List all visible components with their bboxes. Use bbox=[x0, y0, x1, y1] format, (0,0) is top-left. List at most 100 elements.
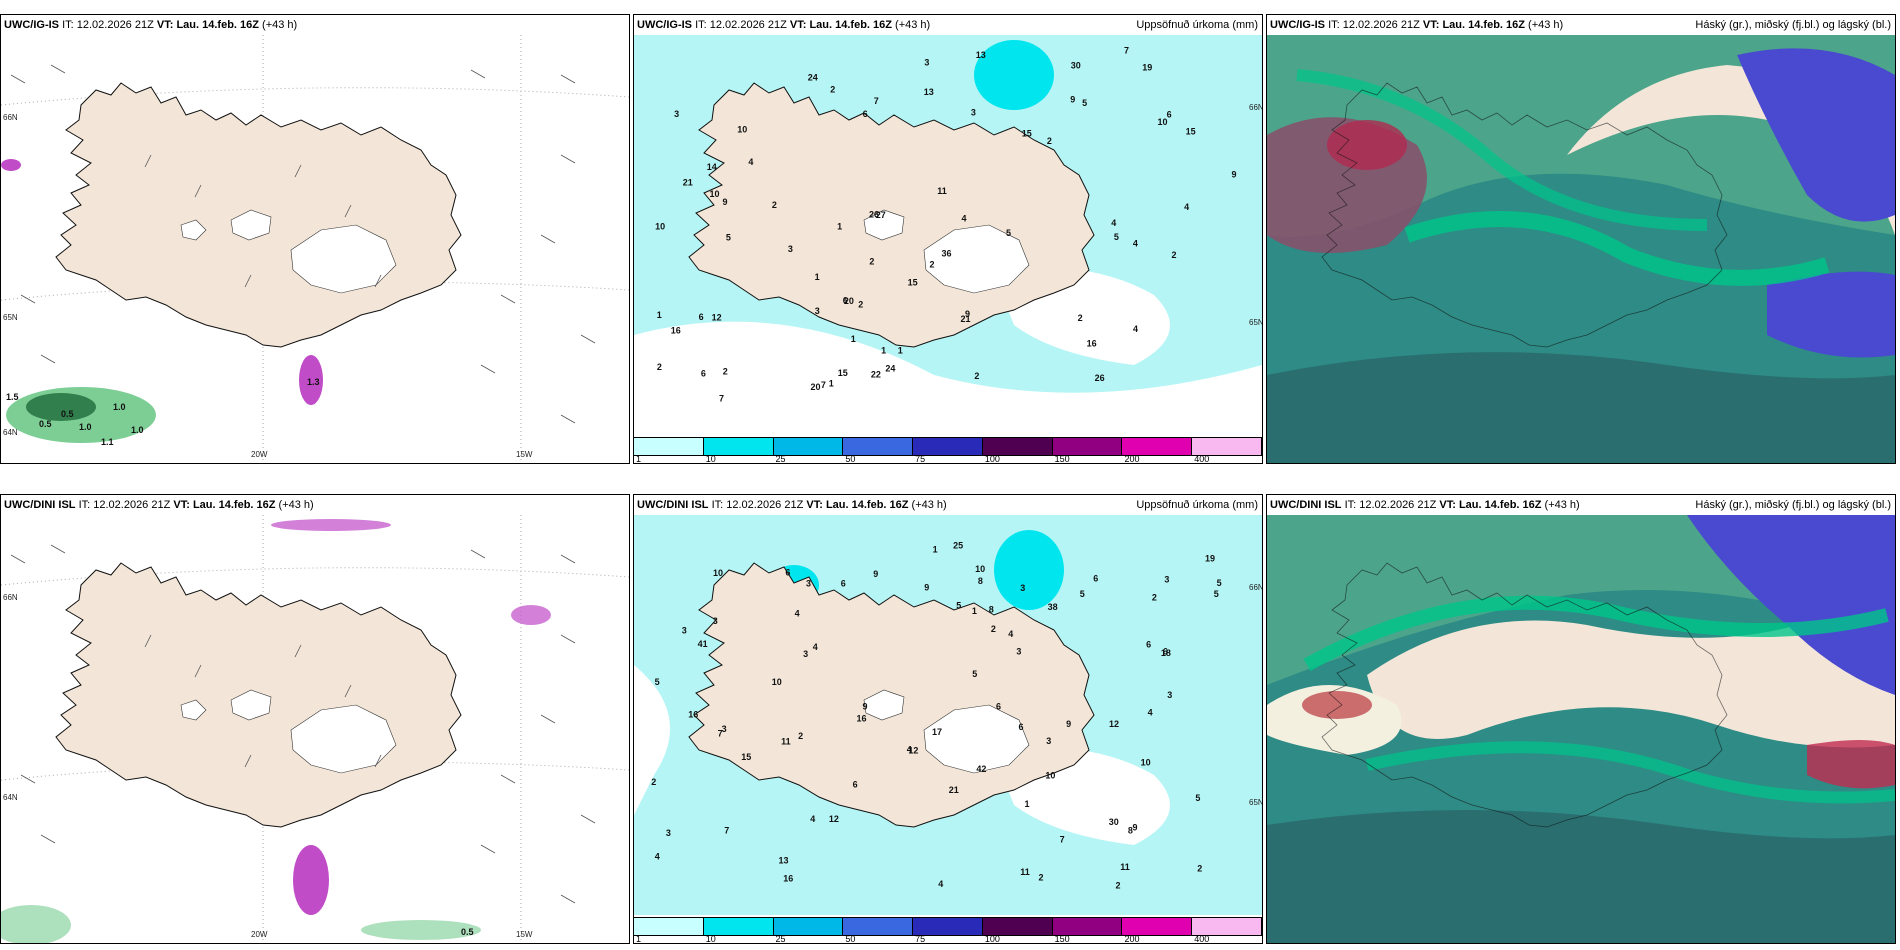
precip-value: 6 bbox=[1167, 110, 1172, 120]
wind-value: 1.0 bbox=[113, 402, 126, 412]
precip-value: 27 bbox=[876, 210, 886, 220]
vt-value: Lau. 14.feb. 16Z bbox=[176, 19, 259, 31]
precip-value: 16 bbox=[857, 714, 867, 724]
precip-value: 20 bbox=[844, 296, 854, 306]
precip-value: 14 bbox=[707, 162, 717, 172]
colorbar-swatch bbox=[703, 918, 774, 935]
precip-value: 4 bbox=[655, 851, 660, 861]
panel-wind-dini: UWC/DINI ISL IT: 12.02.2026 21Z VT: Lau.… bbox=[0, 494, 630, 944]
it-value: 12.02.2026 21Z bbox=[76, 19, 154, 31]
precip-value: 8 bbox=[1128, 826, 1133, 836]
precip-value: 5 bbox=[956, 601, 961, 611]
precip-value: 16 bbox=[783, 874, 793, 884]
colorbar-label: 75 bbox=[915, 934, 926, 944]
model-name: UWC/IG-IS bbox=[637, 19, 692, 31]
colorbar-swatch bbox=[634, 918, 704, 935]
precip-value: 2 bbox=[723, 367, 728, 377]
precip-value: 1 bbox=[898, 346, 903, 356]
precip-value: 5 bbox=[1114, 232, 1119, 242]
colorbar-label: 1 bbox=[636, 934, 642, 944]
precip-value: 20 bbox=[811, 382, 821, 392]
precip-value: 9 bbox=[723, 197, 728, 207]
wind-value: 1.3 bbox=[307, 377, 320, 387]
lead-time: (+43 h) bbox=[911, 499, 947, 511]
precip-value: 2 bbox=[930, 260, 935, 270]
panel-header: UWC/DINI ISL IT: 12.02.2026 21Z VT: Lau.… bbox=[1267, 495, 1895, 515]
colorbar-label: 75 bbox=[915, 454, 926, 464]
precip-value: 10 bbox=[737, 125, 747, 135]
precip-value: 10 bbox=[713, 568, 723, 578]
panel-clouds-igis: UWC/IG-IS IT: 12.02.2026 21Z VT: Lau. 14… bbox=[1266, 14, 1896, 464]
precip-value: 3 bbox=[1167, 690, 1172, 700]
lon-label: 20W bbox=[251, 930, 268, 939]
precip-value: 13 bbox=[976, 50, 986, 60]
wind-value: 1.0 bbox=[131, 425, 144, 435]
precip-value: 11 bbox=[1120, 862, 1130, 872]
model-name: UWC/DINI ISL bbox=[1270, 499, 1342, 511]
colorbar-label: 100 bbox=[984, 454, 1000, 464]
precip-value: 9 bbox=[873, 569, 878, 579]
precip-value: 7 bbox=[1060, 834, 1065, 844]
precip-value: 1 bbox=[972, 606, 977, 616]
lat-label: 66N bbox=[1249, 583, 1262, 592]
panel-header: UWC/DINI ISL IT: 12.02.2026 21Z VT: Lau.… bbox=[1, 495, 629, 515]
it-label: IT: bbox=[695, 19, 707, 31]
precip-value: 2 bbox=[798, 731, 803, 741]
precip-value: 2 bbox=[1047, 136, 1052, 146]
precip-value: 30 bbox=[1109, 817, 1119, 827]
lead-time: (+43 h) bbox=[1544, 499, 1580, 511]
precip-value: 6 bbox=[785, 568, 790, 578]
it-value: 12.02.2026 21Z bbox=[1359, 499, 1437, 511]
lat-label: 64N bbox=[3, 793, 18, 802]
precip-value: 16 bbox=[1087, 339, 1097, 349]
model-name: UWC/IG-IS bbox=[4, 19, 59, 31]
precip-map: 66N 65N 45166524201526137612610911212475… bbox=[634, 35, 1262, 463]
precip-value: 5 bbox=[972, 669, 977, 679]
colorbar-label: 150 bbox=[1054, 454, 1070, 464]
precip-value: 19 bbox=[1205, 554, 1215, 564]
precip-value: 25 bbox=[953, 540, 963, 550]
wind-value: 1.5 bbox=[6, 392, 19, 402]
colorbar-swatch bbox=[703, 438, 774, 455]
precip-value: 30 bbox=[1071, 60, 1081, 70]
precip-value: 3 bbox=[815, 306, 820, 316]
precip-value: 10 bbox=[710, 189, 720, 199]
colorbar-swatch bbox=[1122, 438, 1193, 455]
panel-precip-dini: UWC/DINI ISL IT: 12.02.2026 21Z VT: Lau.… bbox=[633, 494, 1263, 944]
precip-value: 9 bbox=[1133, 823, 1138, 833]
precip-value: 9 bbox=[863, 701, 868, 711]
colorbar-label: 1 bbox=[636, 454, 642, 464]
precip-value: 12 bbox=[712, 312, 722, 322]
it-label: IT: bbox=[1344, 499, 1357, 511]
colorbar-label: 25 bbox=[775, 934, 786, 944]
precip-value: 5 bbox=[1006, 228, 1011, 238]
panel-title: Uppsöfnuð úrkoma (mm) bbox=[1136, 19, 1258, 31]
colorbar-swatch bbox=[773, 438, 844, 455]
precip-value: 1 bbox=[829, 378, 834, 388]
wind-value: 1.0 bbox=[79, 422, 92, 432]
precip-value: 5 bbox=[1082, 98, 1087, 108]
precip-value: 9 bbox=[1070, 94, 1075, 104]
model-name: UWC/DINI ISL bbox=[4, 499, 76, 511]
cloud-map bbox=[1267, 35, 1895, 463]
precip-value: 3 bbox=[1016, 647, 1021, 657]
precip-value: 6 bbox=[1019, 722, 1024, 732]
precip-value: 18 bbox=[1161, 648, 1171, 658]
it-value: 12.02.2026 21Z bbox=[1342, 19, 1420, 31]
colorbar-swatch bbox=[982, 438, 1053, 455]
colorbar-label: 200 bbox=[1124, 454, 1140, 464]
precip-value: 10 bbox=[1141, 757, 1151, 767]
precip-value: 3 bbox=[682, 625, 687, 635]
panel-title: Uppsöfnuð úrkoma (mm) bbox=[1136, 499, 1258, 511]
precip-value: 11 bbox=[1020, 867, 1030, 877]
precip-value: 24 bbox=[885, 363, 895, 373]
lat-label: 64N bbox=[3, 428, 18, 437]
vt-label: VT: bbox=[789, 19, 807, 31]
precip-value: 36 bbox=[942, 249, 952, 259]
precip-value: 42 bbox=[976, 764, 986, 774]
precip-value: 2 bbox=[1172, 250, 1177, 260]
precip-value: 5 bbox=[726, 233, 731, 243]
colorbar-label: 150 bbox=[1054, 934, 1070, 944]
precip-value: 6 bbox=[841, 579, 846, 589]
vt-label: VT: bbox=[156, 19, 174, 31]
